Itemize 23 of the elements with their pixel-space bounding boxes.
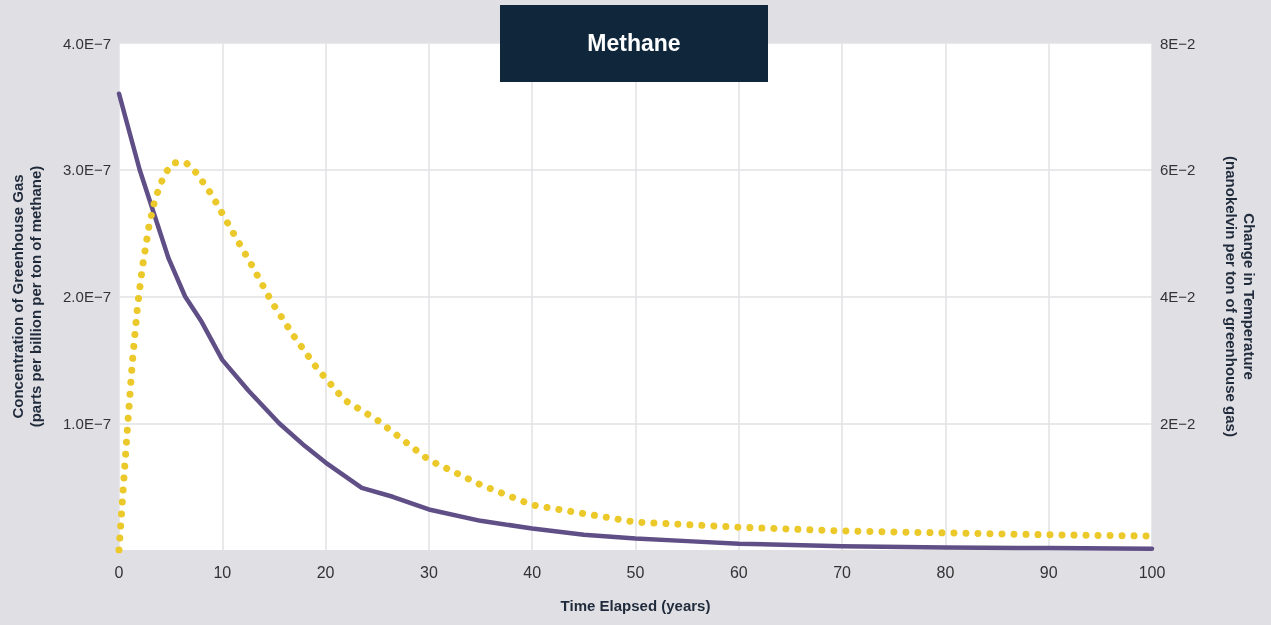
x-tick-label: 0 bbox=[114, 563, 124, 581]
x-tick-label: 70 bbox=[833, 563, 852, 581]
y-tick-label: 1.0E−7 bbox=[63, 414, 111, 432]
y-tick-label: 4.0E−7 bbox=[63, 34, 111, 52]
y-tick-label: 2.0E−7 bbox=[63, 288, 111, 305]
x-tick-label: 90 bbox=[1039, 563, 1058, 581]
x-axis-title: Time Elapsed (years) bbox=[560, 597, 711, 614]
x-tick-label: 50 bbox=[626, 563, 645, 581]
x-tick-label: 20 bbox=[316, 563, 335, 581]
y2-axis-title: Change in Temperature (nanokelvin per ton of greenhouse gas) bbox=[1222, 156, 1258, 437]
y2-tick-label: 6E−2 bbox=[1160, 161, 1196, 179]
y2-tick-label: 8E−2 bbox=[1160, 34, 1196, 52]
x-tick-label: 40 bbox=[523, 563, 542, 581]
x-tick-label: 30 bbox=[420, 563, 438, 581]
x-tick-label: 10 bbox=[213, 563, 232, 581]
line-series bbox=[116, 91, 1155, 551]
y-axis-title: Concentration of Greenhouse Gas (parts per billion per ton of methane) bbox=[8, 165, 44, 428]
y2-tick-label: 2E−2 bbox=[1160, 414, 1196, 432]
y2-tick-label: 4E−2 bbox=[1160, 288, 1196, 305]
y-tick-label: 3.0E−7 bbox=[63, 161, 111, 179]
x-tick-label: 100 bbox=[1138, 563, 1166, 581]
x-tick-label: 60 bbox=[729, 563, 748, 581]
x-tick-label: 80 bbox=[936, 563, 955, 581]
